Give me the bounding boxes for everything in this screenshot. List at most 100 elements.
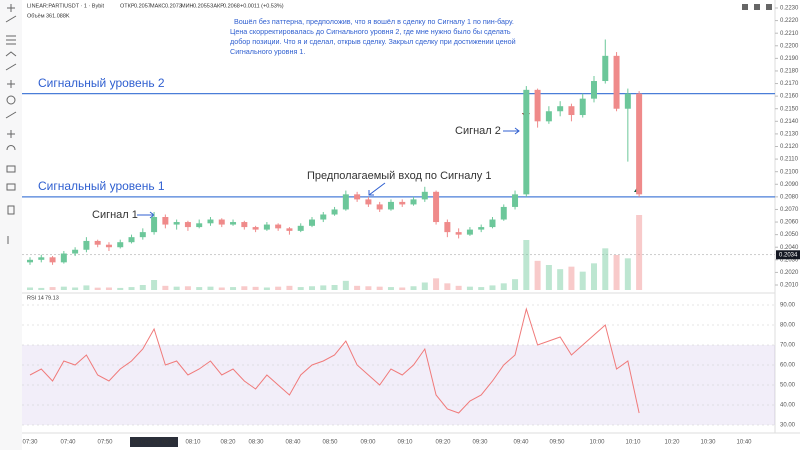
tool-lock[interactable] xyxy=(6,165,16,173)
volume-bar xyxy=(342,280,349,290)
tool-text[interactable] xyxy=(7,80,15,88)
volume-bar xyxy=(466,286,473,290)
open: 0.2057 xyxy=(134,3,151,9)
volume-bar xyxy=(207,286,214,290)
rsi-tick-label: 50.00 xyxy=(780,383,796,389)
signal-level-label: Сигнальный уровень 1 xyxy=(38,179,165,193)
candle-body xyxy=(613,55,620,109)
price-tick-label: 0.2080 xyxy=(780,194,799,200)
rsi-tick-label: 80.00 xyxy=(780,323,796,329)
candle-body xyxy=(117,242,124,248)
tool-zoom[interactable] xyxy=(7,130,15,138)
time-tick-label: 08:20 xyxy=(220,440,236,446)
volume-bar xyxy=(534,260,541,290)
candle-body xyxy=(636,93,643,195)
candle-body xyxy=(320,214,327,220)
icon-close[interactable] xyxy=(766,4,772,10)
open-label: ОТКР xyxy=(120,3,135,9)
candle-body xyxy=(568,106,575,116)
volume-bar xyxy=(557,269,564,290)
candle-body xyxy=(433,191,440,223)
tool-magnet[interactable] xyxy=(6,145,16,151)
time-tick-label: 10:10 xyxy=(625,440,641,446)
time-tick-label: 08:50 xyxy=(322,440,338,446)
change: +0.0011 (+0.53%) xyxy=(240,3,284,9)
volume-bar xyxy=(72,287,79,290)
volume-bar xyxy=(128,287,135,290)
candle-body xyxy=(523,89,530,195)
volume-bar xyxy=(196,287,203,290)
candle-body xyxy=(444,222,451,233)
tool-pattern[interactable] xyxy=(5,51,17,57)
volume-bar xyxy=(286,285,293,290)
tool-fib[interactable] xyxy=(6,35,16,45)
tool-eye[interactable] xyxy=(6,183,16,191)
time-tick-label: 07:50 xyxy=(97,440,113,446)
note-line: Вошёл без паттерна, предположив, что я в… xyxy=(234,17,514,26)
rsi-tick-label: 70.00 xyxy=(780,343,796,349)
price-tick-label: 0.2010 xyxy=(780,283,799,289)
volume-bar xyxy=(139,285,146,290)
volume-bar xyxy=(252,286,259,290)
price-tick-label: 0.2090 xyxy=(780,182,799,188)
candle-body xyxy=(421,191,428,200)
candle-body xyxy=(624,93,631,109)
price-tick-label: 0.2120 xyxy=(780,144,799,150)
signal-2-arrow xyxy=(503,127,520,135)
candle-body xyxy=(173,222,180,225)
high: 0.2073 xyxy=(165,3,182,9)
icon-hide[interactable] xyxy=(742,4,748,10)
volume-bar xyxy=(512,279,519,290)
candle-body xyxy=(455,232,462,235)
symbol: LINEAR:PARTIUSDT · 1 · Bybit xyxy=(27,3,104,9)
candle-body xyxy=(354,194,361,200)
candle-body xyxy=(38,257,45,260)
volume-bar xyxy=(410,286,417,290)
candle-body xyxy=(139,232,146,238)
price-tick-label: 0.2110 xyxy=(780,157,799,163)
volume-bar xyxy=(105,287,112,290)
time-cursor-bg xyxy=(130,437,178,447)
low-label: МИН xyxy=(181,3,194,9)
volume-bar xyxy=(83,285,90,290)
tool-trend[interactable] xyxy=(5,15,17,23)
low: 0.2055 xyxy=(193,3,210,9)
rsi-tick-label: 90.00 xyxy=(780,303,796,309)
rsi-label: RSI 14 xyxy=(27,295,44,301)
candle-body xyxy=(602,55,609,82)
price-tick-label: 0.2220 xyxy=(780,18,799,24)
price-tick-label: 0.2050 xyxy=(780,232,799,238)
high-label: МАКС xyxy=(150,3,165,9)
candle-body xyxy=(579,98,586,116)
candle-body xyxy=(60,253,67,263)
time-tick-label: 08:10 xyxy=(185,440,201,446)
rsi-line xyxy=(29,307,640,414)
icon-fullscreen[interactable] xyxy=(754,4,760,10)
volume-bar xyxy=(365,286,372,290)
tool-emoji[interactable] xyxy=(6,95,16,105)
volume-bar xyxy=(241,286,248,290)
candle-body xyxy=(230,222,237,225)
rsi-tick-label: 60.00 xyxy=(780,363,796,369)
price-tick-label: 0.2200 xyxy=(780,43,799,49)
candle-body xyxy=(297,225,304,231)
tool-cursor[interactable] xyxy=(7,4,15,12)
price-tick-label: 0.2230 xyxy=(780,6,799,12)
time-tick-label: 09:50 xyxy=(549,440,565,446)
volume-bar xyxy=(478,287,485,290)
note-line: Сигнального уровня 1. xyxy=(230,47,305,56)
candle-body xyxy=(478,227,485,230)
top-right-icons xyxy=(742,4,772,10)
volume-bar xyxy=(275,286,282,290)
signal-2-label: Сигнал 2 xyxy=(455,125,501,137)
time-tick-label: 10:30 xyxy=(700,440,716,446)
tool-trash[interactable] xyxy=(7,205,15,215)
tool-brush[interactable] xyxy=(5,63,17,71)
price-tick-label: 0.2070 xyxy=(780,207,799,213)
signal-level-label: Сигнальный уровень 2 xyxy=(38,76,165,90)
tool-ruler[interactable] xyxy=(5,111,17,119)
time-tick-label: 09:40 xyxy=(513,440,529,446)
candle-body xyxy=(162,217,169,225)
candle-body xyxy=(557,106,564,112)
